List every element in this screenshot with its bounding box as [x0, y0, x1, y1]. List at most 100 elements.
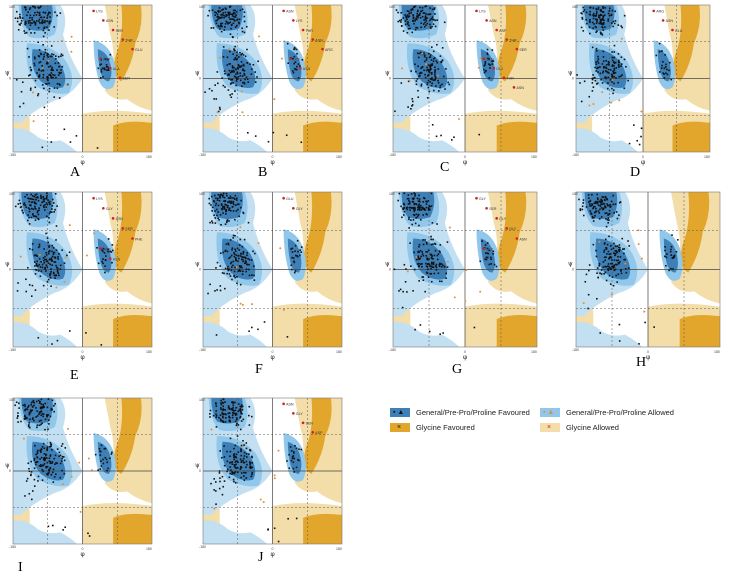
residue-point — [436, 43, 438, 46]
residue-point — [238, 409, 240, 412]
residue-point — [594, 205, 596, 208]
residue-point — [221, 14, 224, 16]
residue-point — [418, 203, 421, 206]
residue-point — [61, 457, 63, 460]
residue-point — [217, 217, 219, 219]
residue-point — [235, 80, 238, 82]
residue-point — [34, 194, 37, 196]
residue-point — [61, 443, 64, 445]
residue-point — [235, 467, 237, 470]
region-glyFav — [304, 398, 332, 474]
residue-point — [611, 74, 614, 76]
panel-i: 180 0 -180 0 180 ψ φ — [5, 397, 153, 558]
residue-point — [229, 209, 232, 212]
residue-point — [605, 59, 607, 62]
residue-point — [414, 63, 416, 66]
residue-point — [414, 209, 416, 211]
residue-point — [242, 439, 244, 442]
residue-point — [111, 451, 113, 454]
residue-point — [103, 252, 106, 254]
residue-point — [582, 30, 585, 32]
residue-point — [437, 81, 440, 84]
residue-point — [48, 468, 50, 471]
residue-point — [51, 205, 54, 207]
residue-point — [418, 280, 420, 282]
residue-point — [243, 11, 246, 14]
residue-point — [602, 29, 605, 31]
residue-point — [609, 283, 612, 285]
residue-point — [51, 250, 53, 253]
residue-point — [60, 69, 62, 71]
residue-point — [591, 204, 594, 206]
residue-point — [600, 33, 602, 35]
residue-point — [230, 266, 233, 269]
residue-point — [583, 9, 586, 11]
residue-point — [431, 266, 434, 268]
residue-point — [435, 266, 438, 269]
outlier-point — [131, 237, 134, 240]
residue-point — [214, 11, 216, 14]
residue-point — [425, 213, 428, 215]
residue-point — [56, 270, 59, 273]
residue-point — [58, 455, 60, 458]
residue-point — [216, 214, 218, 217]
allowed-point — [216, 111, 219, 114]
residue-point — [619, 261, 621, 263]
residue-point — [49, 274, 51, 277]
residue-point — [231, 463, 234, 465]
outlier-point — [292, 19, 295, 22]
residue-point — [620, 269, 622, 271]
residue-point — [431, 64, 433, 66]
residue-point — [607, 68, 610, 71]
y-tick-label: 180 — [389, 5, 395, 9]
residue-point — [428, 208, 430, 210]
region-outerBlueBot — [13, 128, 77, 152]
residue-point — [99, 64, 101, 66]
residue-point — [237, 208, 239, 211]
residue-point — [231, 408, 234, 411]
residue-point — [434, 78, 437, 81]
residue-point — [43, 27, 45, 30]
residue-point — [231, 416, 234, 419]
residue-point — [605, 225, 608, 228]
residue-point — [34, 461, 37, 463]
residue-point — [437, 272, 440, 275]
residue-point — [249, 466, 251, 469]
residue-point — [438, 263, 441, 266]
residue-point — [488, 249, 491, 252]
residue-point — [613, 69, 616, 71]
residue-point — [61, 54, 64, 57]
residue-point — [42, 11, 45, 14]
residue-point — [38, 243, 41, 246]
residue-point — [46, 62, 49, 64]
residue-point — [37, 213, 40, 216]
residue-point — [49, 263, 51, 266]
residue-point — [214, 204, 217, 207]
residue-point — [49, 211, 52, 213]
allowed-point — [259, 498, 262, 501]
residue-point — [584, 280, 587, 283]
residue-point — [101, 249, 103, 251]
residue-point — [239, 74, 242, 77]
residue-points — [14, 398, 113, 537]
residue-point — [432, 238, 434, 241]
residue-point — [430, 267, 432, 270]
residue-point — [430, 256, 433, 259]
residue-point — [609, 204, 611, 206]
residue-point — [246, 254, 248, 257]
residue-point — [602, 23, 605, 25]
residue-point — [45, 454, 47, 457]
residue-point — [41, 146, 44, 149]
residue-point — [17, 421, 19, 423]
residue-point — [100, 460, 102, 462]
residue-point — [661, 64, 663, 67]
residue-point — [49, 415, 52, 418]
residue-point — [45, 197, 48, 200]
residue-point — [293, 55, 296, 58]
residue-point — [432, 89, 435, 92]
residue-point — [27, 406, 29, 409]
psi-axis-label: ψ — [195, 70, 200, 77]
